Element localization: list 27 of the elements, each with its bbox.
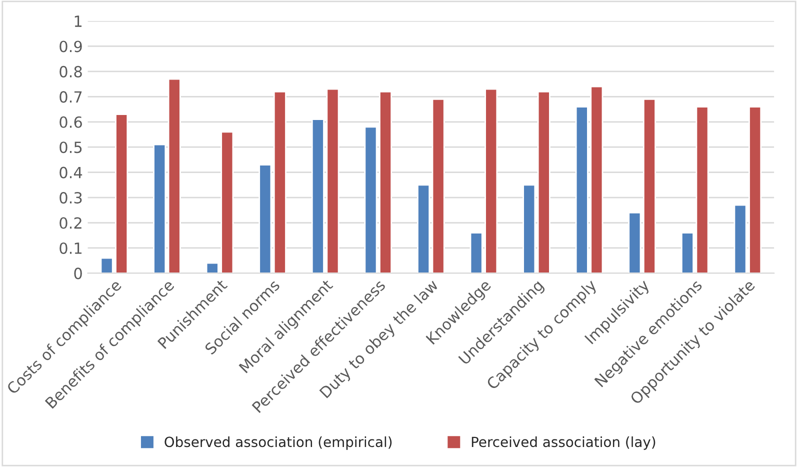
y-tick-label: 0.5 [60,142,82,154]
bar [522,184,536,274]
y-tick-label: 0 [74,268,82,280]
y-tick-label: 0.2 [60,217,82,229]
y-tick-label: 1 [74,16,82,27]
y-tick-label: 0.7 [60,91,82,103]
bar [168,78,181,274]
bar [537,90,550,274]
y-tick-label: 0.9 [60,40,82,52]
bar [696,106,709,274]
bar [628,212,642,274]
y-tick-label: 0.8 [60,66,82,78]
bar [153,144,166,274]
bar [258,164,272,274]
bar [417,184,430,274]
legend-label: Perceived association (lay) [472,436,656,450]
bar [680,232,694,274]
bar [364,126,378,274]
y-tick-label: 0.4 [60,166,82,178]
bar [379,90,392,274]
y-tick-label: 0.1 [60,242,82,254]
legend-label: Observed association (empirical) [164,436,392,450]
bar [642,98,656,274]
bar [432,98,445,274]
y-tick-label: 0.3 [60,192,82,204]
y-tick-label: 0.6 [60,116,82,128]
bar [273,90,286,274]
